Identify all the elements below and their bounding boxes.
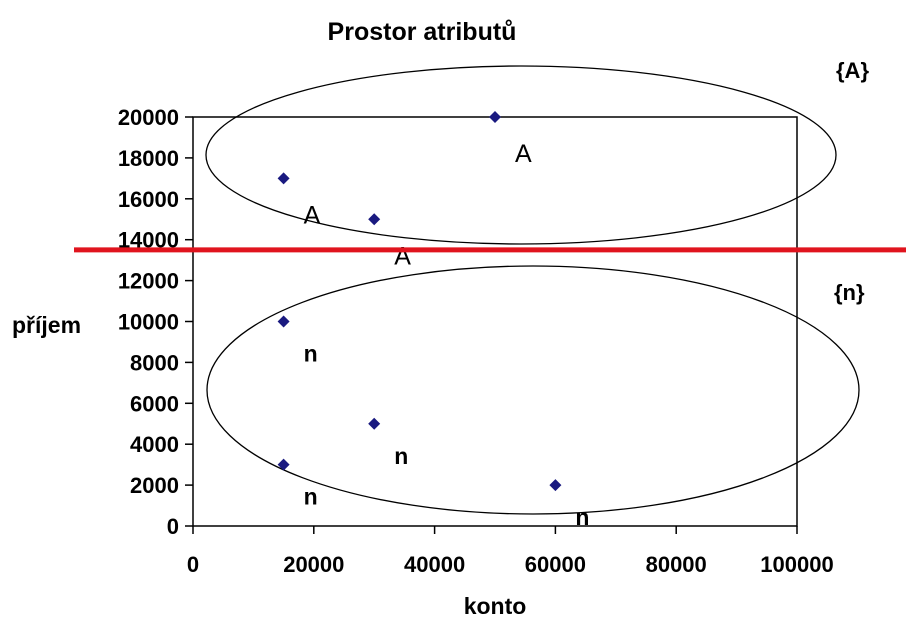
cluster-a-ellipse (205, 65, 837, 245)
group-label-n: {n} (834, 280, 865, 305)
point-label: n (304, 484, 318, 510)
x-axis: 0 20000 40000 60000 80000 100000 (187, 526, 834, 577)
y-tick-label: 16000 (118, 187, 179, 212)
y-tick-label: 0 (167, 514, 179, 539)
scatter-point (277, 315, 290, 328)
point-label: A (304, 201, 321, 229)
y-axis: 0200040006000800010000120001400016000180… (118, 105, 193, 539)
y-axis-label: příjem (12, 312, 81, 338)
chart-title: Prostor atributů (328, 18, 517, 46)
scatter-point (277, 172, 290, 185)
y-tick-label: 6000 (130, 391, 179, 416)
x-tick-label: 40000 (404, 552, 465, 577)
x-tick-label: 20000 (283, 552, 344, 577)
x-tick-label: 100000 (760, 552, 833, 577)
scatter-point (489, 111, 501, 123)
data-points: A A An n n n (277, 111, 589, 530)
scatter-point (549, 479, 562, 492)
point-label: n (304, 341, 318, 367)
y-tick-label: 8000 (130, 350, 179, 375)
group-label-a: {A} (836, 58, 869, 83)
cluster-n-ellipse (206, 265, 860, 515)
y-tick-label: 12000 (118, 269, 179, 294)
x-tick-label: 0 (187, 552, 199, 577)
point-label: n (575, 504, 589, 530)
point-label: A (515, 140, 532, 168)
x-axis-label: konto (464, 593, 527, 619)
point-label: n (394, 443, 408, 469)
y-tick-label: 18000 (118, 146, 179, 171)
y-tick-label: 10000 (118, 310, 179, 335)
scatter-point (277, 458, 290, 471)
x-tick-label: 60000 (525, 552, 586, 577)
x-tick-label: 80000 (646, 552, 707, 577)
y-tick-label: 2000 (130, 473, 179, 498)
scatter-point (368, 213, 381, 226)
scatter-point (368, 417, 381, 430)
y-tick-label: 4000 (130, 432, 179, 457)
y-tick-label: 20000 (118, 105, 179, 130)
point-label: A (394, 242, 411, 270)
